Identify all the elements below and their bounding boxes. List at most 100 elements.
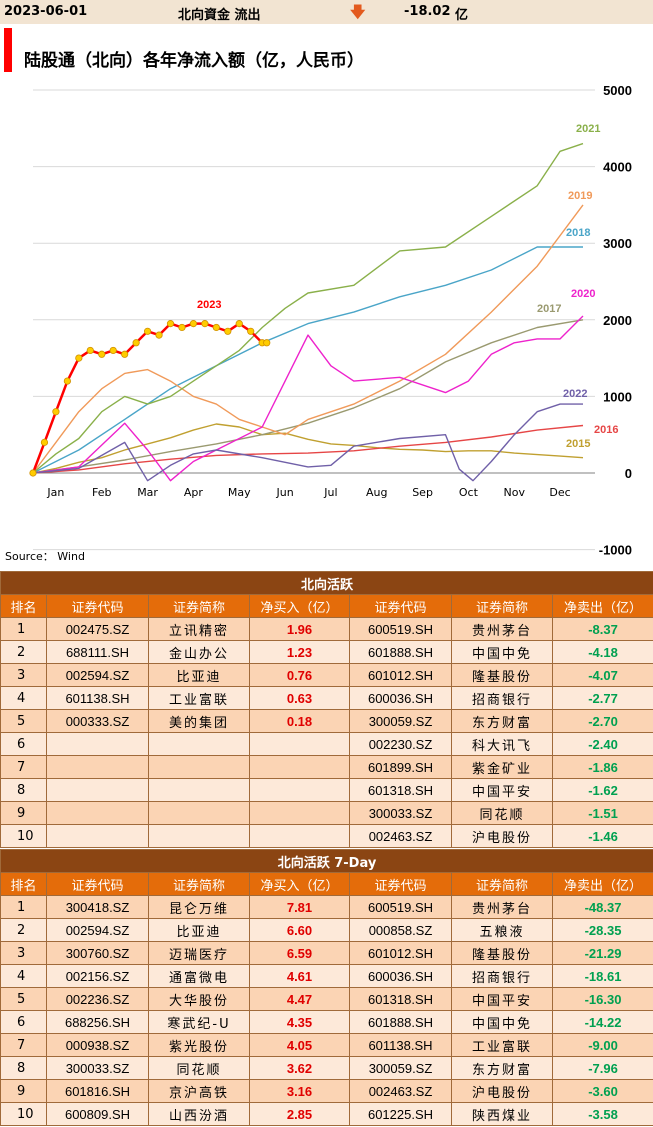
name-cell: 隆基股份 [451,941,553,965]
table-row: 7 000938.SZ 紫光股份 4.05 601138.SH 工业富联 -9.00 [0,1033,653,1057]
rank-cell: 10 [0,1102,47,1126]
point-2023 [109,346,117,355]
series-label-2023: 2023 [197,299,221,311]
net-buy-cell: 1.96 [249,617,350,641]
rank-cell: 4 [0,686,47,710]
net-buy-cell [249,755,350,779]
table-row: 2 002594.SZ 比亚迪 6.60 000858.SZ 五粮液 -28.35 [0,918,653,942]
col-header-net-buy: 净买入（亿） [249,872,350,896]
name-cell [148,824,250,848]
name-cell: 工业富联 [148,686,250,710]
code-cell: 000938.SZ [46,1033,149,1057]
code-cell: 300059.SZ [349,709,452,733]
code-cell: 688111.SH [46,640,149,664]
series-line-2019 [32,204,584,474]
rank-cell: 8 [0,778,47,802]
rank-cell: 6 [0,732,47,756]
series-line-2017 [32,319,584,474]
code-cell: 300059.SZ [349,1056,452,1080]
series-line-2020 [32,315,584,482]
name-cell [148,778,250,802]
code-cell: 300033.SZ [349,801,452,825]
net-buy-cell: 6.59 [249,941,350,965]
flow-chart: 陆股通（北向）各年净流入额（亿，人民币） 5000 4000 3000 2000 100… [4,28,632,563]
col-header-name: 证券简称 [148,594,250,618]
table-title: 北向活跃 7-Day [0,849,653,873]
code-cell: 601816.SH [46,1079,149,1103]
y-tick-label: 0 [625,466,632,481]
x-tick-label: Dec [549,486,570,499]
name-cell: 比亚迪 [148,663,250,687]
down-arrow-icon: 🡇 [350,3,366,21]
table-row: 8 300033.SZ 同花顺 3.62 300059.SZ 东方财富 -7.96 [0,1056,653,1080]
y-tick-label: 1000 [603,389,632,404]
code-cell: 002230.SZ [349,732,452,756]
series-label-2020: 2020 [571,288,595,300]
col-header-name-sell: 证券简称 [451,872,553,896]
code-cell: 688256.SH [46,1010,149,1034]
net-buy-cell: 1.23 [249,640,350,664]
name-cell: 立讯精密 [148,617,250,641]
name-cell: 山西汾酒 [148,1102,250,1126]
net-buy-cell: 4.47 [249,987,350,1011]
point-2023 [235,320,243,328]
name-cell: 紫金矿业 [451,755,553,779]
col-header-code: 证券代码 [46,872,149,896]
x-tick-label: Sep [412,486,433,499]
x-tick-label: Jul [323,486,337,499]
net-sell-cell: -2.77 [551,686,653,710]
rank-cell: 8 [0,1056,47,1080]
net-sell-cell: -8.37 [551,617,653,641]
point-2023 [166,320,175,328]
code-cell: 000858.SZ [349,918,452,942]
col-header-code-sell: 证券代码 [349,594,452,618]
name-cell: 科大讯飞 [451,732,553,756]
net-sell-cell: -3.58 [551,1102,653,1126]
net-buy-cell: 2.85 [249,1102,350,1126]
name-cell: 金山办公 [148,640,250,664]
point-2023 [132,339,140,347]
rank-cell: 3 [0,941,47,965]
net-sell-cell: -4.18 [551,640,653,664]
name-cell [148,801,250,825]
code-cell: 000333.SZ [46,709,149,733]
table-row: 8 601318.SH 中国平安 -1.62 [0,778,653,802]
name-cell: 紫光股份 [148,1033,250,1057]
name-cell: 贵州茅台 [451,895,553,919]
name-cell: 东方财富 [451,1056,553,1080]
table-row: 2 688111.SH 金山办公 1.23 601888.SH 中国中免 -4.18 [0,640,653,664]
active-7day-table: 北向活跃 7-Day 排名 证券代码 证券简称 净买入（亿） 证券代码 证券简称… [0,849,653,1126]
y-tick-label: -1000 [599,543,632,558]
name-cell: 隆基股份 [451,663,553,687]
col-header-name-sell: 证券简称 [451,594,553,618]
col-header-net-buy: 净买入（亿） [249,594,350,618]
net-buy-cell: 3.62 [249,1056,350,1080]
point-2023 [212,323,220,332]
header-unit: 亿 [455,8,469,23]
title-marker [4,28,12,72]
net-buy-cell: 7.81 [249,895,350,919]
rank-cell: 4 [0,964,47,988]
table-row: 6 688256.SH 寒武纪-U 4.35 601888.SH 中国中免 -14.22 [0,1010,653,1034]
net-sell-cell: -2.40 [551,732,653,756]
name-cell [148,732,250,756]
name-cell: 招商银行 [451,686,553,710]
net-sell-cell: -16.30 [551,987,653,1011]
table-row: 9 601816.SH 京沪高铁 3.16 002463.SZ 沪电股份 -3.60 [0,1079,653,1103]
net-buy-cell: 4.61 [249,964,350,988]
point-2023 [247,327,255,335]
table-row: 3 002594.SZ 比亚迪 0.76 601012.SH 隆基股份 -4.07 [0,663,653,687]
name-cell: 美的集团 [148,709,250,733]
active-table: 北向活跃 排名 证券代码 证券简称 净买入（亿） 证券代码 证券简称 净卖出（亿… [0,571,653,848]
rank-cell: 5 [0,709,47,733]
series-label-2016: 2016 [594,424,618,436]
series-line-2015 [32,423,584,474]
code-cell [46,801,149,825]
series-line-2022 [32,403,583,482]
series-label-2015: 2015 [566,438,590,450]
name-cell [148,755,250,779]
code-cell: 002156.SZ [46,964,149,988]
point-2023 [263,339,271,347]
y-tick-label: 3000 [603,236,632,251]
net-buy-cell [249,801,350,825]
